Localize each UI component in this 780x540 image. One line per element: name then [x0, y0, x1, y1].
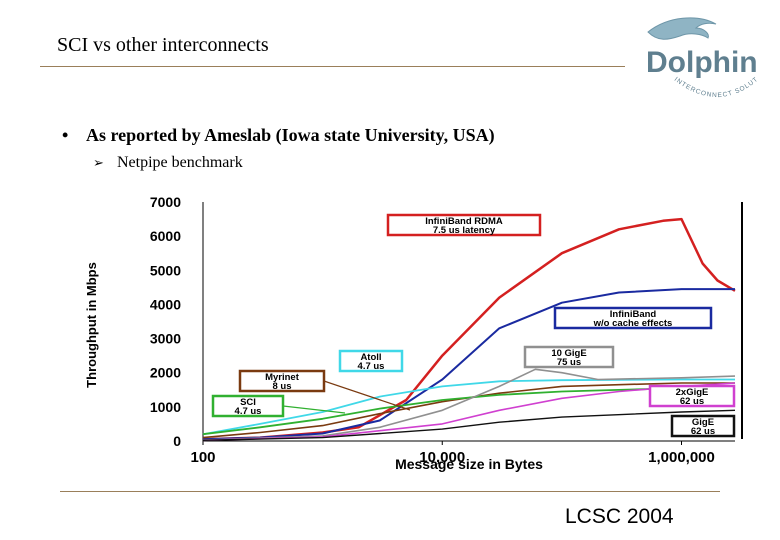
annotation-label-myrinet: Myrinet [265, 372, 300, 383]
annotation-label-2xgige: 2xGigE [676, 387, 709, 398]
annotation-box-2xgige [648, 384, 736, 408]
annotation-box-10-gige [523, 345, 615, 369]
annotation-label-gige: GigE [692, 417, 714, 428]
sub-bullet-point: ➢ Netpipe benchmark [93, 154, 243, 172]
title-divider [40, 66, 625, 67]
x-tick-label: 10,000 [419, 449, 465, 466]
series-line-infiniband [202, 288, 735, 441]
annotation-label-atoll: Atoll [360, 352, 381, 363]
y-tick-label: 7000 [150, 194, 181, 210]
bullet-point: • As reported by Ameslab (Iowa state Univ… [62, 125, 495, 146]
annotation-label-10-gige: 10 GigE [551, 348, 586, 359]
annotation-label-atoll: 4.7 us [358, 361, 385, 372]
annotation-label-gige: 62 us [691, 426, 715, 437]
myrinet-pointer [323, 380, 411, 411]
x-tick-label: 1,000,000 [648, 449, 715, 466]
chart-series [202, 217, 736, 442]
logo-wordmark: Dolphin [646, 46, 758, 79]
y-axis-label: Throughput in Mbps [84, 262, 99, 388]
annotation-label-10-gige: 75 us [557, 357, 581, 368]
y-tick-label: 5000 [150, 262, 181, 278]
annotation-label-infiniband: w/o cache effects [593, 318, 673, 329]
bullet-text: As reported by Ameslab (Iowa state Unive… [86, 125, 495, 145]
dolphin-icon [647, 17, 717, 40]
annotation-label-infiniband-rdma: 7.5 us latency [433, 225, 496, 236]
series-line-atoll [202, 378, 735, 436]
footer-divider [60, 491, 720, 492]
annotation-label-infiniband-rdma: InfiniBand RDMA [425, 216, 503, 227]
footer-text: LCSC 2004 [565, 505, 674, 528]
y-tick-label: 3000 [150, 331, 181, 347]
annotation-box-gige [670, 414, 736, 438]
bullet-marker: • [62, 125, 69, 145]
annotation-label-sci: SCI [240, 397, 256, 408]
arrow-bullet-icon: ➢ [93, 156, 104, 171]
series-line-10-gige [202, 368, 736, 441]
annotation-label-myrinet: 8 us [272, 381, 291, 392]
chart-frame [202, 202, 743, 445]
x-axis-label: Message size in Bytes [395, 456, 543, 472]
annotation-label-sci: 4.7 us [235, 406, 262, 417]
y-tick-label: 6000 [150, 228, 181, 244]
y-tick-label: 4000 [150, 296, 181, 312]
annotation-box-infiniband-rdma [386, 213, 542, 237]
x-tick-label: 100 [190, 449, 215, 466]
y-tick-label: 2000 [150, 365, 181, 381]
annotation-box-infiniband [553, 306, 713, 330]
annotation-box-atoll [338, 349, 404, 373]
y-tick-label: 0 [173, 433, 181, 449]
dolphin-logo: Dolphin INTERCONNECT SOLUTIONS [628, 14, 759, 99]
series-line-gige [202, 409, 736, 441]
chart-labels: 0 1000 2000 3000 4000 5000 6000 7000 100 10,000 1,… [84, 194, 715, 472]
y-tick-label: 1000 [150, 399, 181, 415]
sub-bullet-text: Netpipe benchmark [117, 154, 243, 171]
sci-pointer [282, 405, 346, 414]
annotation-label-2xgige: 62 us [680, 396, 704, 407]
slide-title: SCI vs other interconnects [57, 34, 269, 56]
annotation-label-infiniband: InfiniBand [610, 309, 657, 320]
